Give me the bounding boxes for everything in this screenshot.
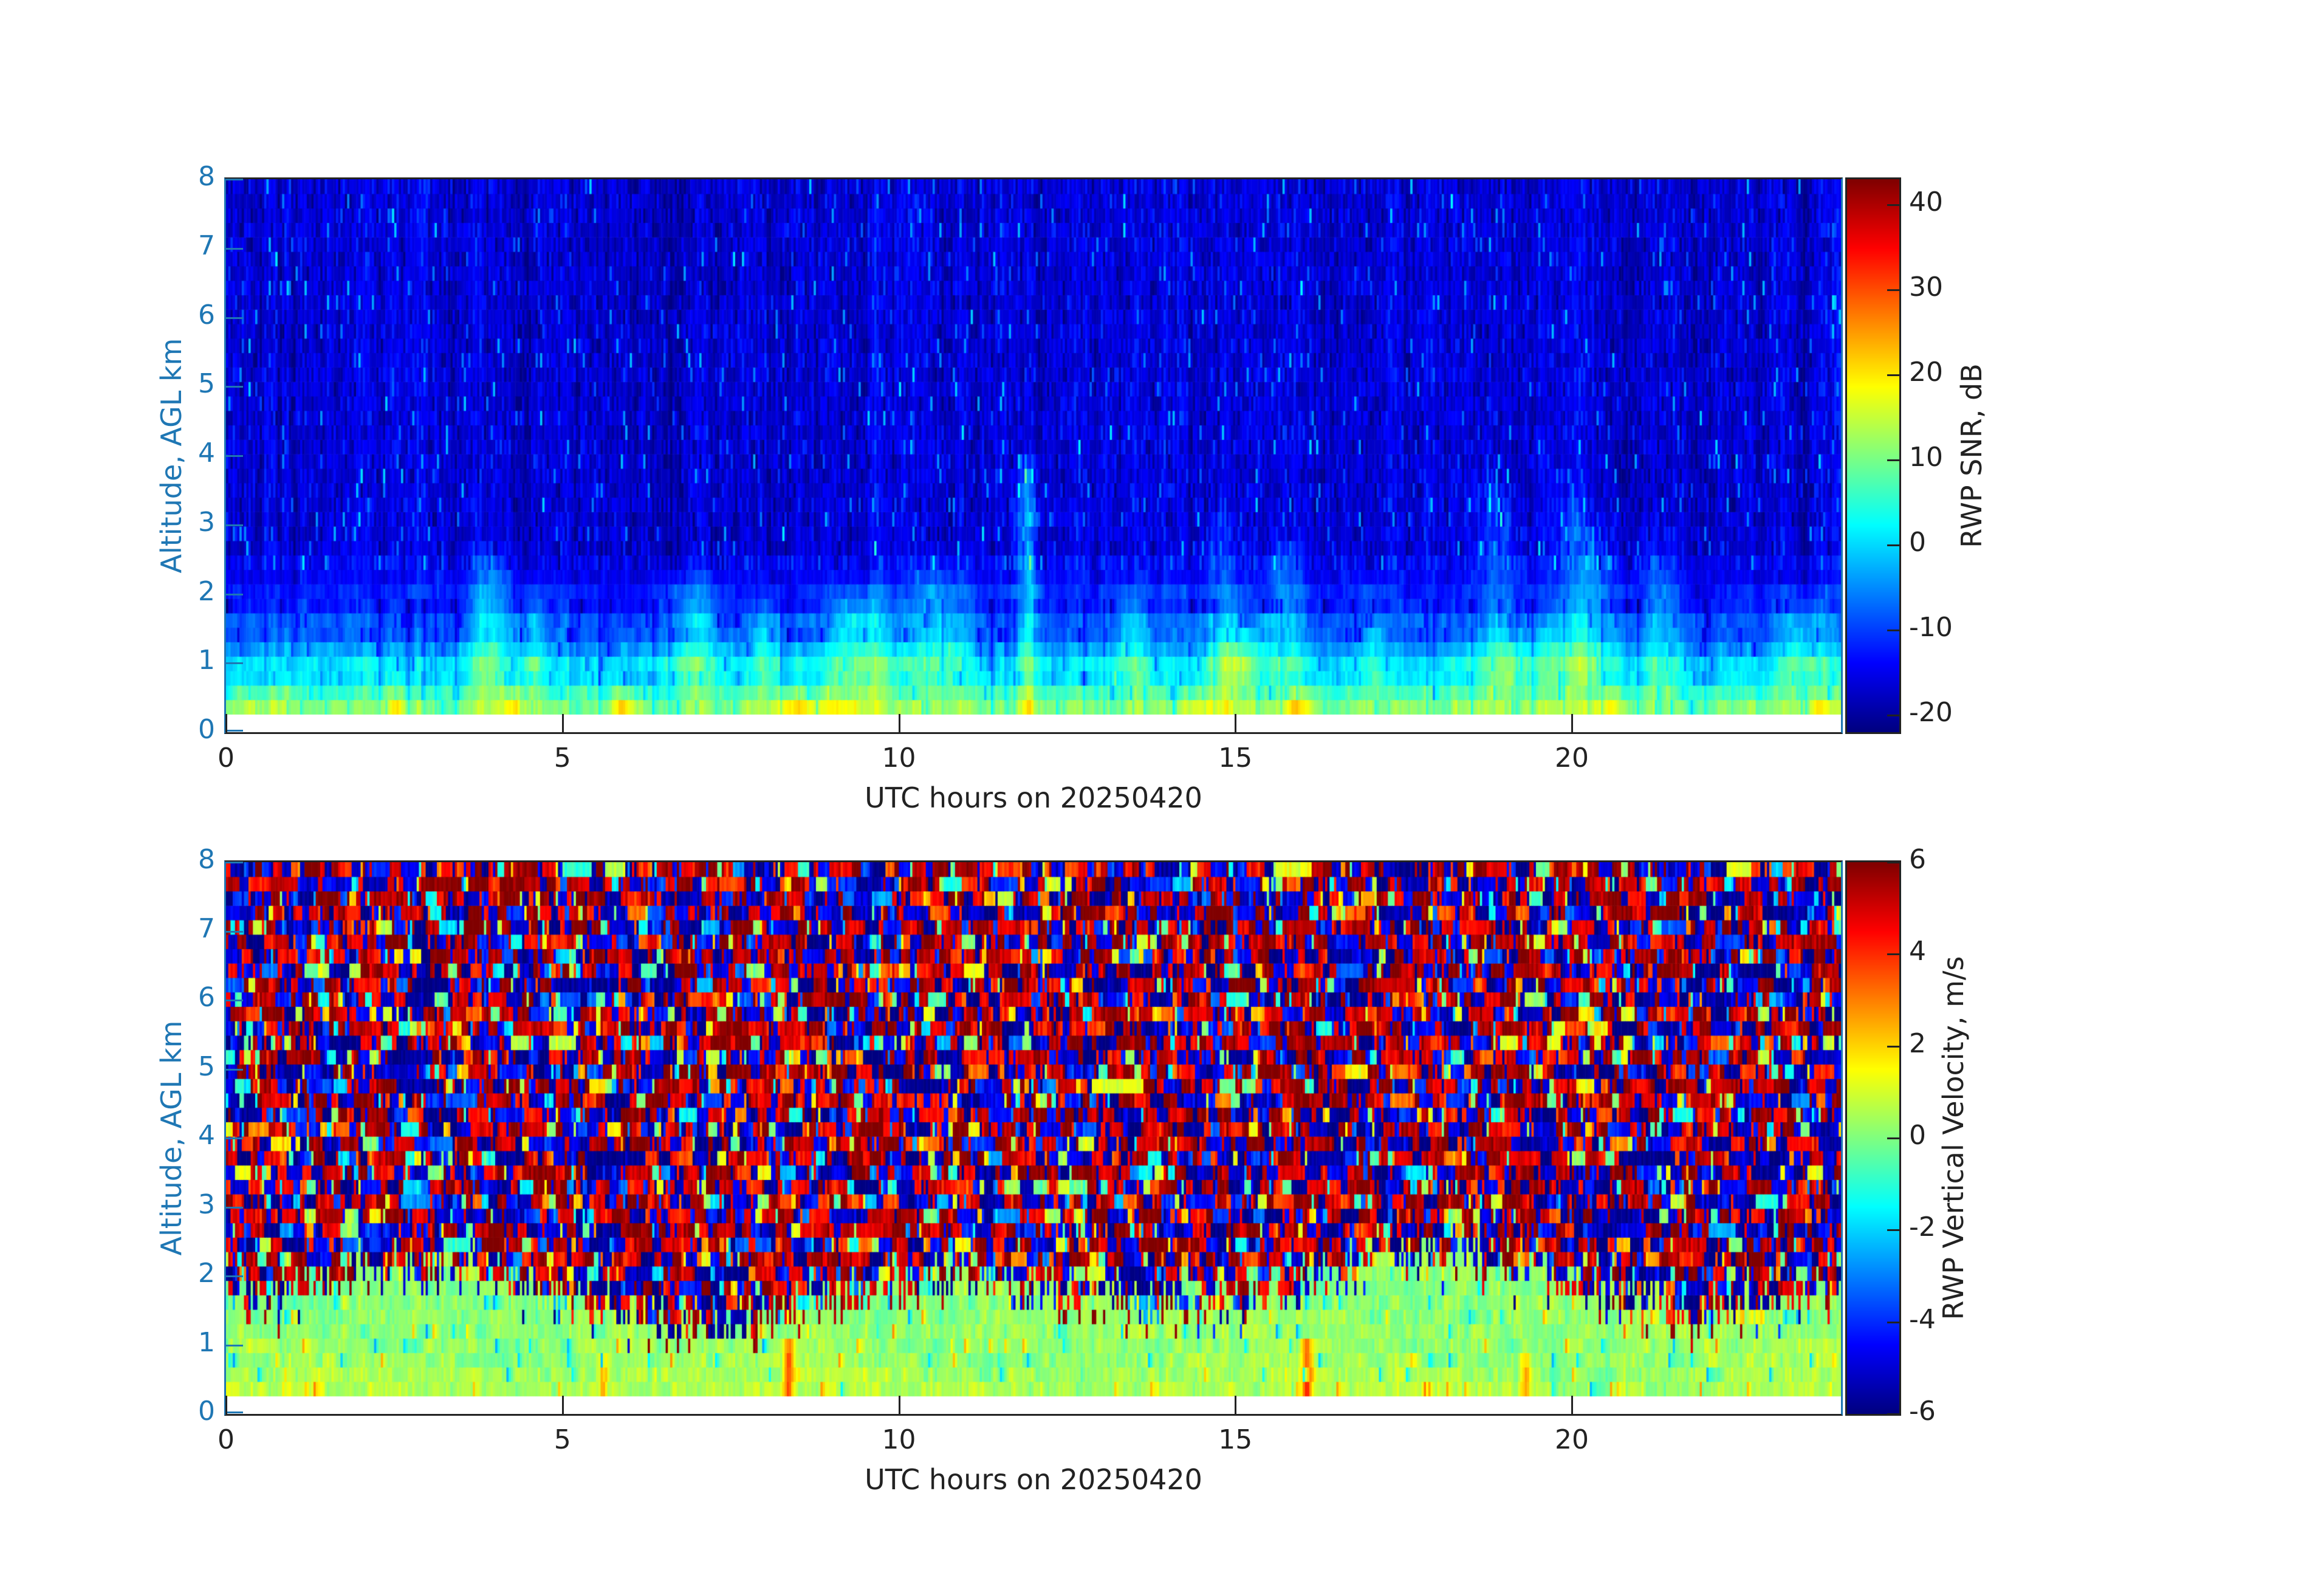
velocity-x-tick-label: 20: [1555, 1424, 1589, 1455]
velocity-x-tick: [561, 1396, 564, 1414]
snr-colorbar-tick: [1887, 715, 1899, 716]
velocity-x-tick-label: 15: [1218, 1424, 1253, 1455]
velocity-y-tick-label: 4: [198, 1120, 215, 1151]
velocity-y-tick-label: 0: [198, 1396, 215, 1427]
velocity-y-tick-label: 2: [198, 1258, 215, 1289]
velocity-y-tick: [226, 1344, 243, 1346]
snr-colorbar-tick: [1887, 374, 1899, 376]
snr-y-tick: [226, 247, 243, 250]
snr-x-tick-label: 5: [554, 743, 571, 773]
snr-x-tick-label: 10: [882, 743, 916, 773]
snr-colorbar-tick-label: 20: [1909, 357, 1943, 388]
snr-colorbar-tick: [1887, 289, 1899, 291]
snr-y-tick: [226, 386, 243, 388]
velocity-y-tick-label: 5: [198, 1051, 215, 1082]
snr-colorbar-tick-label: 40: [1909, 187, 1943, 218]
velocity-heatmap-canvas: [226, 862, 1841, 1414]
snr-y-tick: [226, 179, 243, 180]
snr-x-tick: [561, 714, 564, 732]
snr-y-tick-label: 5: [198, 368, 215, 400]
velocity-y-tick: [226, 1206, 243, 1209]
velocity-colorbar-tick: [1887, 1137, 1899, 1139]
snr-y-tick: [226, 730, 243, 732]
snr-x-tick: [898, 714, 900, 732]
snr-y-tick: [226, 593, 243, 595]
velocity-x-tick: [1571, 1396, 1573, 1414]
velocity-colorbar-tick-label: 6: [1909, 844, 1926, 875]
snr-y-tick-label: 7: [198, 230, 215, 261]
velocity-y-tick-label: 8: [198, 844, 215, 875]
snr-x-axis-label: UTC hours on 20250420: [865, 781, 1202, 814]
velocity-y-tick: [226, 1411, 243, 1413]
velocity-x-tick: [1235, 1396, 1237, 1414]
snr-x-tick: [225, 714, 227, 732]
velocity-colorbar-tick: [1887, 1413, 1899, 1415]
snr-colorbar-canvas: [1847, 179, 1899, 732]
snr-colorbar: [1845, 177, 1901, 734]
snr-colorbar-tick-label: -10: [1909, 612, 1953, 643]
velocity-colorbar-tick-label: 0: [1909, 1120, 1926, 1151]
velocity-y-tick-label: 1: [198, 1326, 215, 1358]
velocity-x-tick-label: 0: [218, 1424, 235, 1455]
velocity-y-tick-label: 6: [198, 982, 215, 1013]
velocity-colorbar-tick: [1887, 953, 1899, 956]
snr-colorbar-tick-label: 10: [1909, 442, 1943, 473]
velocity-y-tick: [226, 1275, 243, 1277]
snr-y-tick-label: 8: [198, 161, 215, 192]
velocity-colorbar-tick-label: -6: [1909, 1396, 1936, 1427]
snr-x-tick: [1571, 714, 1573, 732]
snr-y-tick-label: 1: [198, 645, 215, 676]
velocity-y-tick-label: 7: [198, 913, 215, 944]
velocity-x-tick-label: 10: [882, 1424, 916, 1455]
snr-x-tick: [1235, 714, 1237, 732]
velocity-colorbar-label: RWP Vertical Velocity, m/s: [1937, 956, 1970, 1320]
snr-heatmap-canvas: [226, 179, 1841, 732]
snr-y-tick-label: 3: [198, 506, 215, 538]
snr-x-tick-label: 0: [218, 743, 235, 773]
velocity-y-tick: [226, 862, 243, 863]
velocity-x-tick-label: 5: [554, 1424, 571, 1455]
snr-colorbar-tick: [1887, 629, 1899, 631]
snr-x-tick-label: 15: [1218, 743, 1253, 773]
velocity-colorbar-tick: [1887, 1321, 1899, 1323]
snr-y-tick: [226, 662, 243, 665]
velocity-y-tick-label: 3: [198, 1189, 215, 1220]
velocity-x-tick: [225, 1396, 227, 1414]
velocity-colorbar-tick-label: 2: [1909, 1027, 1926, 1059]
velocity-heatmap-axes: [224, 860, 1843, 1416]
snr-colorbar-tick: [1887, 544, 1899, 546]
snr-y-tick-label: 2: [198, 575, 215, 607]
velocity-y-tick: [226, 1068, 243, 1071]
snr-x-tick-label: 20: [1555, 743, 1589, 773]
snr-colorbar-tick: [1887, 204, 1899, 206]
snr-colorbar-tick-label: -20: [1909, 697, 1953, 728]
velocity-x-tick: [898, 1396, 900, 1414]
velocity-colorbar-tick: [1887, 1045, 1899, 1048]
snr-y-tick-label: 6: [198, 299, 215, 331]
snr-y-tick-label: 0: [198, 714, 215, 745]
velocity-y-tick: [226, 930, 243, 933]
snr-y-tick: [226, 455, 243, 457]
velocity-colorbar-tick: [1887, 862, 1899, 863]
velocity-y-tick: [226, 1137, 243, 1139]
snr-y-tick-label: 4: [198, 437, 215, 468]
velocity-colorbar-tick-label: 4: [1909, 936, 1926, 967]
velocity-x-axis-label: UTC hours on 20250420: [865, 1463, 1202, 1496]
snr-colorbar-tick-label: 0: [1909, 527, 1926, 558]
snr-heatmap-axes: [224, 177, 1843, 734]
snr-colorbar-label: RWP SNR, dB: [1955, 363, 1988, 548]
snr-y-tick: [226, 317, 243, 319]
snr-colorbar-tick: [1887, 459, 1899, 461]
velocity-colorbar-tick-label: -4: [1909, 1303, 1936, 1335]
velocity-colorbar-tick-label: -2: [1909, 1212, 1936, 1243]
velocity-y-tick: [226, 1000, 243, 1001]
snr-colorbar-tick-label: 30: [1909, 272, 1943, 303]
snr-y-tick: [226, 524, 243, 526]
velocity-colorbar-tick: [1887, 1229, 1899, 1232]
